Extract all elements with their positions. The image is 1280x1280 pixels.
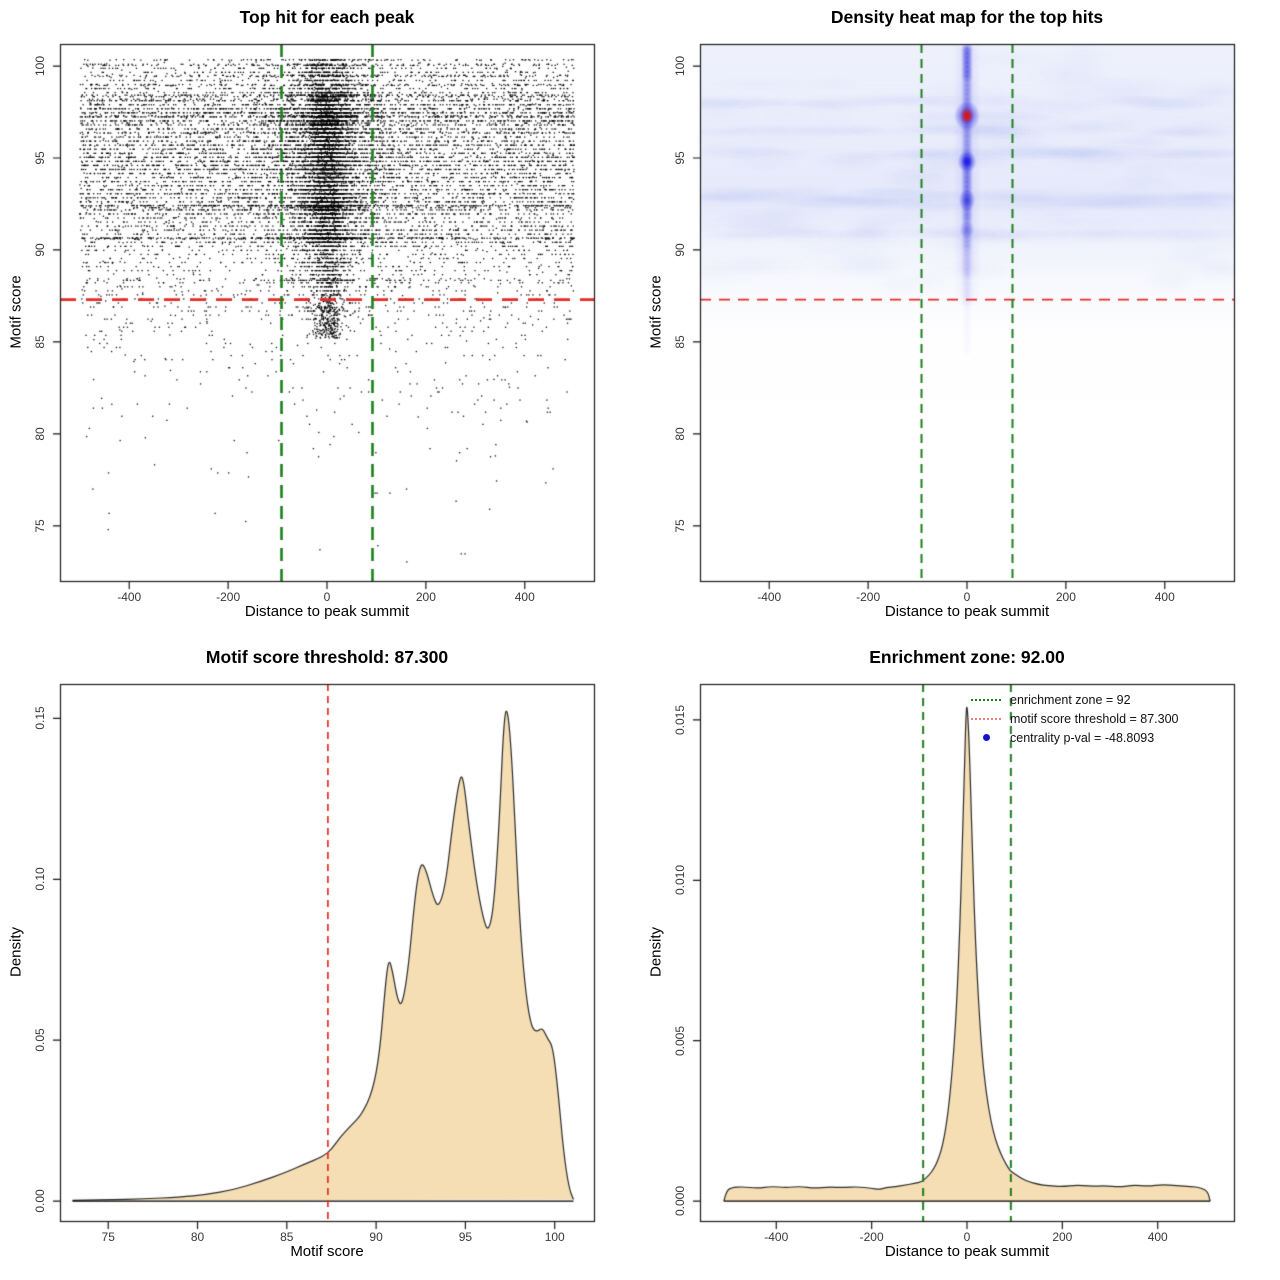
scatter-x-axis-label: Distance to peak summit xyxy=(244,603,410,620)
x-tick-label: 400 xyxy=(514,590,535,604)
legend-swatch-cell xyxy=(968,698,1004,701)
scatter-title: Top hit for each peak xyxy=(239,7,415,27)
legend-label-motif-threshold: motif score threshold = 87.300 xyxy=(1010,711,1179,726)
legend-label-centrality-pval: centrality p-val = -48.8093 xyxy=(1010,730,1155,745)
enrichment-title: Enrichment zone: 92.00 xyxy=(869,647,1065,667)
x-tick-label: 100 xyxy=(544,1230,565,1244)
score-density-y-axis-label: Density xyxy=(7,926,25,978)
motif-threshold-line-swatch xyxy=(971,717,1001,720)
y-tick-label: 95 xyxy=(33,151,47,165)
heatmap-title: Density heat map for the top hits xyxy=(830,7,1104,27)
legend-item-motif-threshold: motif score threshold = 87.300 xyxy=(968,709,1179,728)
y-tick-label: 100 xyxy=(673,56,687,77)
legend-swatch-cell xyxy=(968,734,1004,741)
y-tick-label: 75 xyxy=(673,519,687,533)
x-tick-label: 200 xyxy=(415,590,436,604)
y-tick-label: 75 xyxy=(33,519,47,533)
y-tick-label: 80 xyxy=(33,427,47,441)
x-tick-label: 200 xyxy=(1052,1230,1073,1244)
y-tick-label: 100 xyxy=(33,56,47,77)
enrichment-y-axis-label: Density xyxy=(647,926,665,978)
y-tick-label: 95 xyxy=(673,151,687,165)
heatmap-canvas xyxy=(640,0,1280,640)
x-tick-label: -400 xyxy=(117,590,142,604)
score-density-x-axis-label: Motif score xyxy=(290,1243,364,1260)
panel-motif-score-density: Motif score threshold: 87.300 Motif scor… xyxy=(0,640,640,1280)
legend-item-enrichment-zone: enrichment zone = 92 xyxy=(968,690,1179,709)
x-tick-label: 400 xyxy=(1154,590,1175,604)
x-tick-label: 200 xyxy=(1055,590,1076,604)
x-tick-label: 400 xyxy=(1147,1230,1168,1244)
panel-enrichment-zone-density: Enrichment zone: 92.00 Distance to peak … xyxy=(640,640,1280,1280)
x-tick-label: -400 xyxy=(764,1230,789,1244)
y-tick-label: 90 xyxy=(33,243,47,257)
heatmap-y-axis-label: Motif score xyxy=(647,275,665,349)
enrichment-x-axis-label: Distance to peak summit xyxy=(884,1243,1050,1260)
y-tick-label: 85 xyxy=(673,335,687,349)
heatmap-x-axis-label: Distance to peak summit xyxy=(884,603,1050,620)
panel-top-hit-scatter: Top hit for each peak Distance to peak s… xyxy=(0,0,640,640)
y-tick-label: 0.05 xyxy=(33,1028,47,1052)
x-tick-label: -400 xyxy=(757,590,782,604)
legend-label-enrichment-zone: enrichment zone = 92 xyxy=(1010,692,1131,707)
distance-density-canvas xyxy=(640,640,1280,1280)
plot-legend: enrichment zone = 92 motif score thresho… xyxy=(968,690,1179,747)
score-density-canvas xyxy=(0,640,640,1280)
x-tick-label: 75 xyxy=(101,1230,115,1244)
legend-swatch-cell xyxy=(968,717,1004,720)
centrality-pval-dot-swatch xyxy=(982,734,990,741)
panel-density-heatmap: Density heat map for the top hits Distan… xyxy=(640,0,1280,640)
x-tick-label: -200 xyxy=(216,590,241,604)
x-tick-label: 80 xyxy=(190,1230,205,1244)
y-tick-label: 0.15 xyxy=(33,706,47,731)
y-tick-label: 0.015 xyxy=(673,704,687,735)
y-tick-label: 0.005 xyxy=(673,1025,687,1056)
score-density-title: Motif score threshold: 87.300 xyxy=(205,647,449,667)
x-tick-label: 95 xyxy=(458,1230,473,1244)
y-tick-label: 85 xyxy=(33,335,47,349)
x-tick-label: -200 xyxy=(859,1230,884,1244)
scatter-canvas xyxy=(0,0,640,640)
legend-item-centrality-pval: centrality p-val = -48.8093 xyxy=(968,728,1179,747)
y-tick-label: 90 xyxy=(673,243,687,257)
enrichment-zone-line-swatch xyxy=(971,698,1001,701)
x-tick-label: -200 xyxy=(856,590,881,604)
y-tick-label: 0.00 xyxy=(33,1189,47,1213)
x-tick-label: 85 xyxy=(280,1230,294,1244)
x-tick-label: 0 xyxy=(323,590,331,604)
y-tick-label: 0.010 xyxy=(673,865,687,896)
y-tick-label: 0.10 xyxy=(33,867,47,891)
scatter-y-axis-label: Motif score xyxy=(7,275,25,349)
y-tick-label: 80 xyxy=(673,427,687,441)
x-tick-label: 0 xyxy=(963,1230,971,1244)
x-tick-label: 0 xyxy=(963,590,971,604)
x-tick-label: 90 xyxy=(369,1230,383,1244)
y-tick-label: 0.000 xyxy=(673,1186,687,1217)
